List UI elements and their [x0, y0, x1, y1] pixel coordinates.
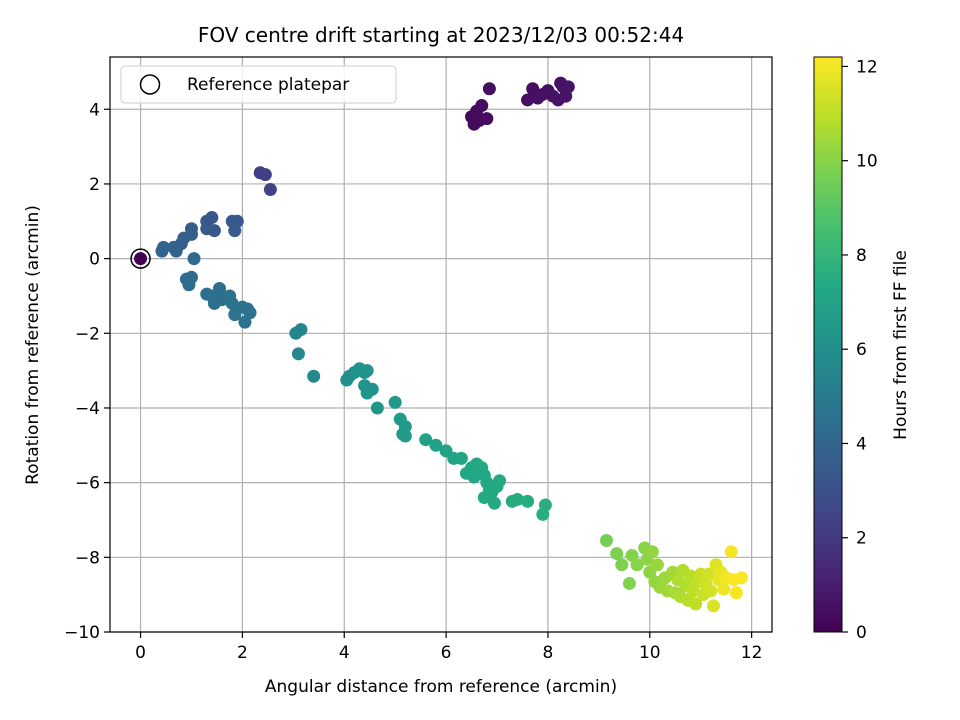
- chart-title: FOV centre drift starting at 2023/12/03 …: [198, 23, 684, 47]
- data-point: [493, 474, 507, 488]
- colorbar-tick-label: 10: [856, 152, 878, 172]
- data-point: [600, 534, 613, 548]
- colorbar-tick-label: 12: [856, 57, 878, 77]
- data-point: [243, 306, 257, 320]
- data-point: [134, 252, 148, 266]
- plot-frame: [109, 56, 773, 633]
- x-tick-label: 4: [339, 643, 350, 663]
- data-point: [307, 369, 321, 383]
- x-tick-label: 10: [639, 643, 661, 663]
- colorbar-frame: [813, 56, 843, 633]
- data-point: [706, 599, 720, 613]
- legend-marker-icon: [139, 74, 161, 95]
- grid: [110, 57, 772, 633]
- y-axis-ticks: −10 −8 −6 −4 −2 0 2 4: [64, 100, 110, 643]
- data-point: [212, 281, 226, 295]
- reference-platepar-marker: [130, 248, 151, 269]
- data-point: [480, 112, 494, 126]
- data-point: [487, 496, 501, 510]
- x-axis-ticks: 0 2 4 6 8 10 12: [135, 632, 762, 663]
- y-tick-label: −10: [64, 623, 100, 643]
- data-point: [615, 558, 629, 572]
- data-point: [521, 93, 535, 107]
- data-point: [482, 82, 496, 96]
- data-point: [510, 492, 524, 506]
- x-tick-label: 2: [237, 643, 248, 663]
- data-point: [228, 224, 242, 238]
- data-point: [225, 296, 239, 310]
- data-point: [187, 252, 201, 266]
- data-point: [294, 323, 308, 337]
- x-tick-label: 6: [441, 643, 452, 663]
- data-point: [645, 545, 659, 559]
- data-point: [398, 429, 412, 443]
- data-point: [734, 571, 748, 585]
- data-point: [610, 547, 624, 561]
- colorbar-tick-label: 8: [856, 246, 867, 266]
- colorbar-tick-label: 6: [856, 340, 867, 360]
- colorbar-tick-label: 4: [856, 434, 867, 454]
- data-point: [475, 99, 489, 113]
- data-point: [729, 586, 743, 600]
- colorbar: 0 2 4 6 8 10 12 Hours from first FF file: [813, 56, 911, 643]
- data-point: [419, 433, 433, 447]
- y-tick-label: −6: [75, 474, 100, 494]
- data-point: [561, 80, 575, 94]
- data-point: [650, 558, 664, 572]
- colorbar-label: Hours from first FF file: [891, 250, 911, 440]
- colorbar-tick-label: 0: [856, 623, 867, 643]
- y-tick-label: −2: [75, 324, 100, 344]
- data-point: [429, 438, 443, 452]
- data-point: [263, 183, 277, 197]
- colorbar-gradient: [814, 57, 842, 632]
- y-tick-label: −8: [75, 548, 100, 568]
- data-point: [630, 558, 644, 572]
- data-point: [182, 278, 196, 292]
- data-point: [454, 451, 468, 465]
- y-axis-label: Rotation from reference (arcmin): [23, 205, 43, 485]
- data-point: [622, 576, 636, 590]
- data-point: [704, 584, 718, 598]
- data-point: [258, 168, 272, 182]
- data-point: [291, 347, 305, 361]
- data-point: [155, 244, 169, 258]
- y-tick-label: 2: [89, 175, 100, 195]
- legend-label: Reference platepar: [187, 75, 349, 95]
- data-point: [365, 382, 379, 396]
- data-point: [169, 244, 183, 258]
- y-tick-label: 0: [89, 250, 100, 270]
- x-tick-label: 0: [135, 643, 146, 663]
- data-point: [370, 401, 384, 415]
- data-point: [701, 567, 715, 581]
- x-tick-label: 12: [741, 643, 763, 663]
- x-tick-label: 8: [543, 643, 554, 663]
- colorbar-ticks: 0 2 4 6 8 10 12: [842, 57, 878, 643]
- data-point: [207, 224, 221, 238]
- legend: Reference platepar: [120, 65, 397, 104]
- data-points: [130, 76, 748, 613]
- y-tick-label: 4: [89, 100, 100, 120]
- y-tick-label: −4: [75, 399, 100, 419]
- data-point: [717, 582, 731, 596]
- data-point: [360, 364, 374, 378]
- data-point: [689, 597, 703, 611]
- legend-box: [120, 65, 397, 104]
- data-point: [724, 545, 738, 559]
- data-point: [388, 395, 402, 409]
- x-axis-label: Angular distance from reference (arcmin): [265, 677, 617, 697]
- data-point: [205, 211, 219, 225]
- data-point: [536, 507, 550, 521]
- data-point: [467, 470, 481, 484]
- colorbar-tick-label: 2: [856, 529, 867, 549]
- data-point: [521, 494, 535, 508]
